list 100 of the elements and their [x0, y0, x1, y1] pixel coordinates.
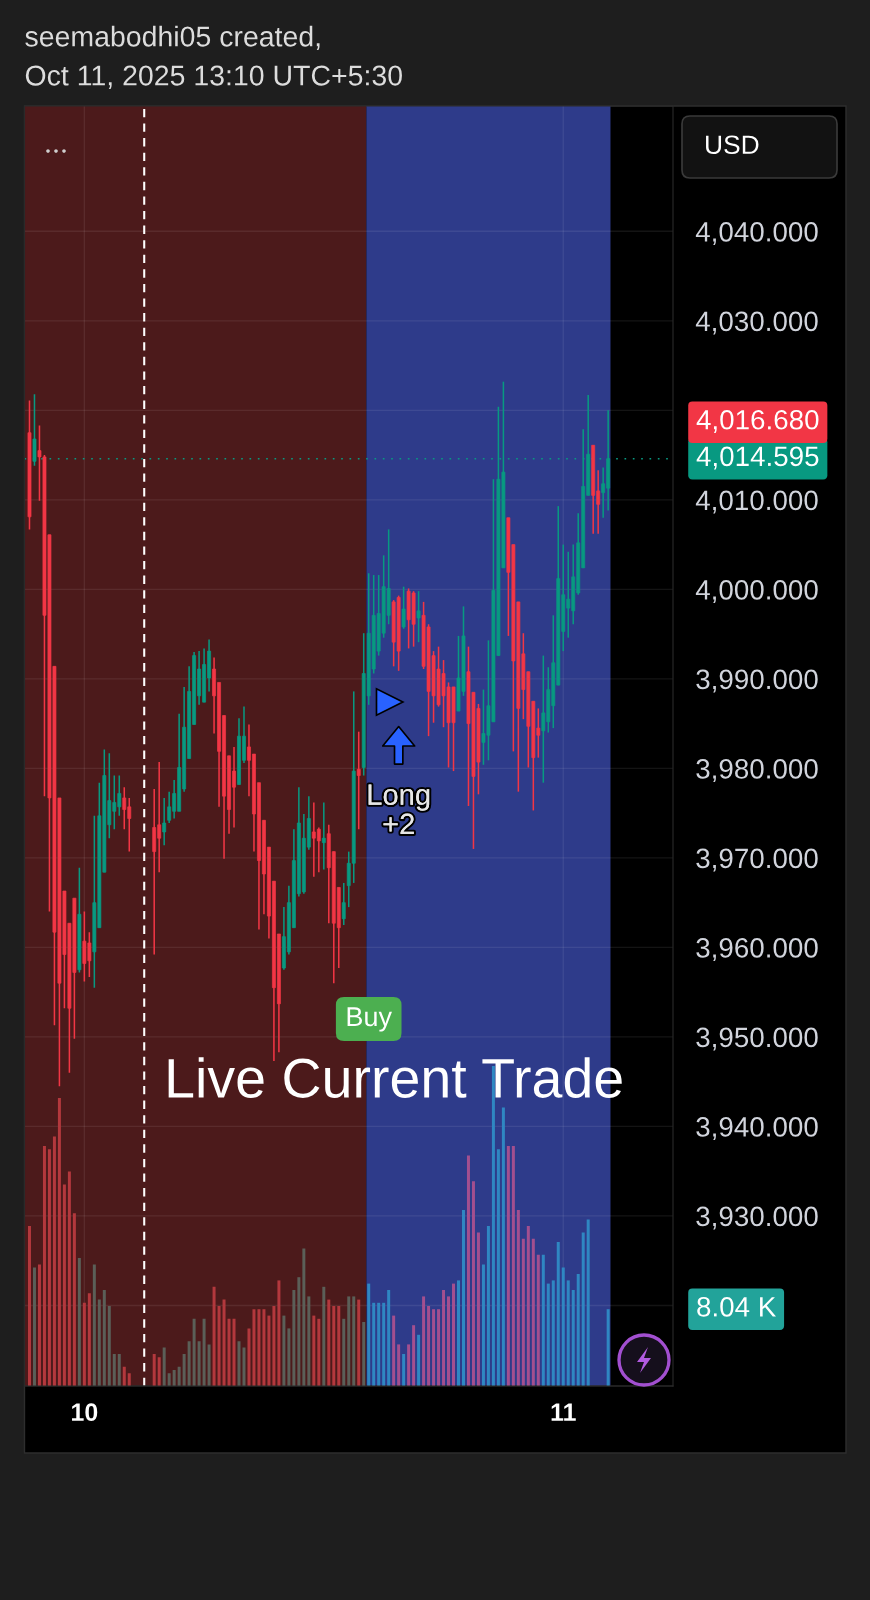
annotation: Long +2	[368, 784, 430, 834]
candlestick	[541, 654, 546, 784]
bar	[257, 1309, 261, 1386]
bar	[267, 1315, 271, 1386]
bar	[272, 1306, 276, 1386]
bar	[92, 1264, 96, 1386]
candlestick	[167, 790, 172, 824]
bar	[442, 1290, 446, 1386]
bar	[122, 1366, 126, 1386]
bar	[541, 1254, 545, 1386]
bar	[511, 1146, 515, 1386]
candlestick	[401, 585, 406, 630]
bar	[437, 1309, 441, 1386]
y-tick-label: 3,990.000	[696, 669, 818, 693]
bar	[486, 1226, 490, 1386]
bar	[506, 1146, 510, 1386]
bar	[586, 1219, 590, 1386]
bar	[192, 1318, 196, 1386]
bar	[357, 1299, 361, 1386]
y-tick-label: 3,980.000	[696, 759, 818, 782]
x-tick-label: 11	[551, 1403, 576, 1421]
candlestick	[416, 590, 421, 643]
bar	[82, 1302, 86, 1386]
bar	[172, 1370, 176, 1386]
bar	[167, 1373, 171, 1386]
bar	[282, 1315, 286, 1386]
candlestick	[321, 801, 326, 871]
candlestick	[341, 882, 346, 926]
bar	[397, 1344, 401, 1386]
bar	[466, 1155, 470, 1386]
bar	[47, 1149, 51, 1386]
bar	[187, 1341, 191, 1386]
bar	[432, 1309, 436, 1386]
bar	[152, 1354, 156, 1386]
bar	[461, 1210, 465, 1386]
bar	[292, 1290, 296, 1386]
y-tick-label: 4,040.000	[695, 221, 818, 245]
bar	[576, 1274, 580, 1386]
bar	[232, 1318, 236, 1386]
bar	[247, 1328, 251, 1386]
bar	[606, 1309, 610, 1386]
y-tick-label: 3,970.000	[696, 848, 818, 872]
bar	[222, 1299, 226, 1386]
bar	[322, 1286, 326, 1386]
candlestick	[122, 786, 127, 831]
bar	[27, 1226, 31, 1386]
bar	[566, 1280, 570, 1386]
bar	[157, 1357, 161, 1386]
bar	[412, 1325, 416, 1386]
bar	[102, 1290, 106, 1386]
bar	[367, 1283, 371, 1386]
bar	[382, 1302, 386, 1386]
bar	[417, 1334, 421, 1386]
bar	[217, 1306, 221, 1386]
bar	[87, 1293, 91, 1386]
bar	[521, 1238, 525, 1386]
bar	[546, 1283, 550, 1386]
bar	[447, 1296, 451, 1386]
bar	[476, 1232, 480, 1386]
bar	[516, 1210, 520, 1386]
bar	[72, 1213, 76, 1386]
bar	[402, 1354, 406, 1386]
bar	[297, 1277, 301, 1386]
bar	[37, 1264, 41, 1386]
bar	[536, 1254, 540, 1386]
bar	[277, 1280, 281, 1386]
bar	[57, 1098, 61, 1386]
x-tick-label: 10	[72, 1403, 98, 1422]
candlestick	[316, 826, 321, 873]
y-tick-label: 4,000.000	[695, 580, 818, 603]
bar	[252, 1309, 256, 1386]
y-axis-title: USD	[706, 135, 759, 155]
bar	[457, 1280, 460, 1386]
bar	[302, 1248, 306, 1386]
bar	[52, 1136, 56, 1386]
bar	[556, 1242, 560, 1386]
bar	[112, 1354, 116, 1386]
bar	[67, 1171, 71, 1386]
bar	[337, 1306, 341, 1386]
bar	[117, 1354, 121, 1386]
bar	[62, 1184, 66, 1386]
y-tick-label: 3,930.000	[696, 1206, 818, 1230]
bar	[571, 1290, 575, 1386]
bar	[422, 1296, 426, 1386]
bar	[237, 1341, 241, 1386]
bar	[287, 1328, 291, 1386]
bar	[392, 1315, 396, 1386]
text: 8.04 K	[697, 1296, 776, 1317]
bar	[32, 1267, 36, 1386]
bar	[377, 1302, 381, 1386]
bar	[177, 1366, 181, 1386]
bar	[526, 1226, 530, 1386]
bar	[212, 1286, 216, 1386]
bar	[427, 1306, 431, 1386]
bar	[162, 1347, 166, 1386]
bar	[452, 1283, 455, 1386]
bar	[307, 1296, 311, 1386]
chart-title: seemabodhi05 created,	[25, 25, 320, 51]
bar	[107, 1306, 111, 1386]
candlestick	[162, 797, 167, 847]
